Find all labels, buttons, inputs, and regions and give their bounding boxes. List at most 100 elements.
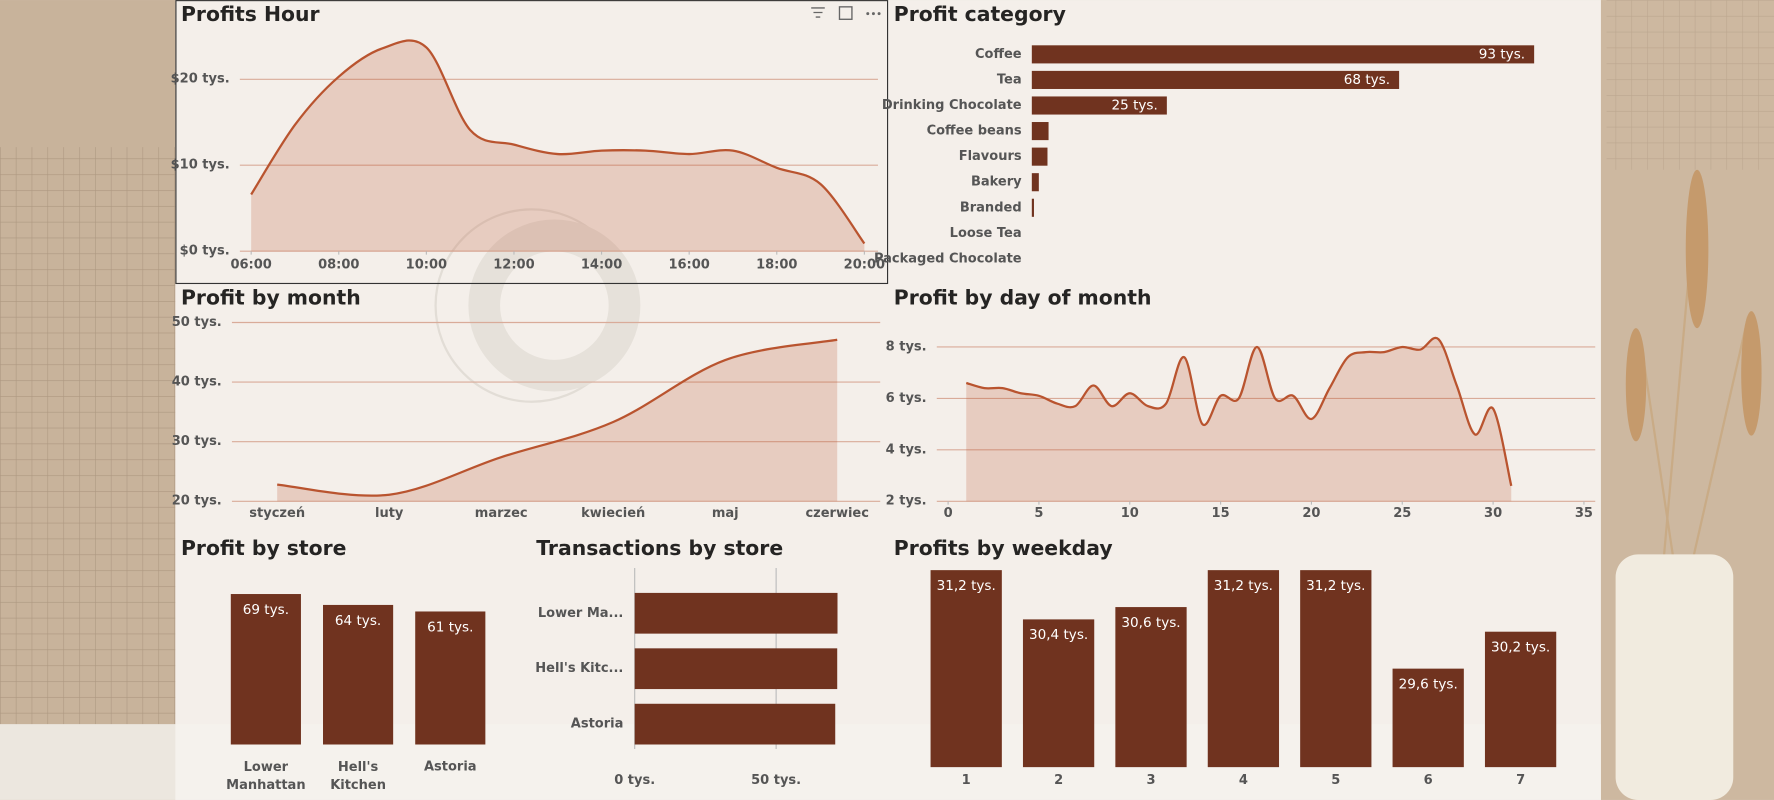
x-tick-label: 4 — [1239, 773, 1248, 788]
bar — [634, 648, 838, 690]
x-tick-label: 7 — [1516, 773, 1525, 788]
left-mesh — [0, 147, 176, 725]
x-tick-label: 5 — [1034, 506, 1043, 521]
category-label: Loose Tea — [950, 226, 1022, 241]
data-label: 31,2 tys. — [937, 578, 996, 594]
x-tick-label: 14:00 — [581, 257, 622, 272]
chart-title: Profit by store — [181, 536, 346, 560]
bar — [634, 592, 838, 634]
bar — [1115, 607, 1187, 768]
data-label: 93 tys. — [1479, 46, 1525, 62]
bar — [1031, 96, 1167, 115]
chart-title: Profit by month — [181, 286, 361, 310]
area-fill — [277, 339, 838, 502]
chart-title: Profits by weekday — [894, 536, 1113, 560]
bar — [415, 611, 486, 745]
x-tick-label: 25 — [1393, 506, 1411, 521]
category-label: Branded — [960, 200, 1022, 215]
selected-visual-border — [175, 0, 889, 285]
data-label: 69 tys. — [243, 602, 289, 618]
chart-title: Transactions by store — [536, 536, 783, 560]
data-label: 61 tys. — [427, 619, 473, 635]
data-label: 29,6 tys. — [1399, 676, 1458, 692]
data-label: 31,2 tys. — [1306, 578, 1365, 594]
bar — [230, 594, 301, 745]
x-tick-label: Lower Manhattan — [226, 760, 305, 793]
x-tick-label: luty — [375, 506, 404, 521]
x-tick-label: 50 tys. — [751, 773, 801, 788]
category-label: Flavours — [959, 149, 1022, 164]
x-tick-label: 10:00 — [406, 257, 447, 272]
category-label: Coffee — [975, 47, 1022, 62]
x-tick-label: 2 — [1054, 773, 1063, 788]
filter-icon[interactable] — [811, 7, 825, 18]
x-tick-label: 6 — [1424, 773, 1433, 788]
bar — [1022, 619, 1095, 768]
x-tick-label: marzec — [475, 506, 528, 521]
category-label: Bakery — [971, 175, 1022, 190]
bar — [1031, 122, 1049, 141]
y-tick-label: 6 tys. — [886, 391, 927, 406]
x-tick-label: 08:00 — [318, 257, 359, 272]
bar — [1031, 45, 1535, 64]
line — [277, 338, 838, 497]
data-label: 30,2 tys. — [1491, 640, 1550, 656]
category-label: Astoria — [571, 717, 624, 732]
y-tick-label: 20 tys. — [172, 494, 222, 509]
x-tick-label: 15 — [1212, 506, 1230, 521]
bg-decoration — [468, 219, 641, 392]
category-label: Tea — [997, 72, 1022, 87]
y-tick-label: $20 tys. — [171, 72, 230, 87]
area-fill — [966, 337, 1512, 502]
data-label: 25 tys. — [1112, 98, 1158, 114]
y-tick-label: 4 tys. — [886, 442, 927, 457]
x-tick-label: 3 — [1146, 773, 1155, 788]
data-label: 30,6 tys. — [1121, 615, 1180, 631]
more-icon[interactable] — [866, 12, 881, 16]
x-tick-label: 30 — [1484, 506, 1502, 521]
bar — [634, 703, 836, 745]
bar — [1207, 570, 1280, 768]
focus-icon[interactable] — [838, 6, 853, 20]
x-tick-label: 0 tys. — [614, 773, 655, 788]
line — [250, 39, 866, 245]
bar — [323, 604, 394, 745]
x-tick-label: styczeń — [249, 506, 305, 521]
x-tick-label: 5 — [1331, 773, 1340, 788]
x-tick-label: 06:00 — [230, 257, 271, 272]
visual-header-icons — [811, 6, 881, 20]
chart-title: Profits Hour — [181, 2, 320, 26]
bar — [1484, 631, 1557, 768]
y-tick-label: 2 tys. — [886, 494, 927, 509]
bar — [1031, 70, 1400, 89]
category-label: Hell's Kitc... — [535, 661, 623, 676]
category-label: Lower Ma... — [538, 606, 624, 621]
y-tick-label: 8 tys. — [886, 339, 927, 354]
x-tick-label: 20:00 — [844, 257, 885, 272]
y-tick-label: $10 tys. — [171, 158, 230, 173]
bar — [1031, 147, 1048, 166]
right-mesh — [1606, 0, 1774, 170]
y-tick-label: $0 tys. — [180, 244, 230, 259]
bar — [930, 570, 1002, 768]
y-tick-label: 50 tys. — [172, 315, 222, 330]
x-tick-label: 0 — [944, 506, 953, 521]
category-label: Packaged Chocolate — [874, 251, 1022, 266]
chart-title: Profit by day of month — [894, 286, 1152, 310]
x-tick-label: czerwiec — [805, 506, 869, 521]
chart-title: Profit category — [894, 2, 1066, 26]
x-tick-label: 18:00 — [756, 257, 797, 272]
line — [965, 336, 1513, 487]
data-label: 31,2 tys. — [1214, 578, 1273, 594]
data-label: 30,4 tys. — [1029, 627, 1088, 643]
x-tick-label: 12:00 — [493, 257, 534, 272]
category-label: Drinking Chocolate — [882, 98, 1022, 113]
area-fill — [251, 40, 865, 252]
x-tick-label: maj — [712, 506, 739, 521]
wheat-heads — [1625, 169, 1762, 442]
data-label: 68 tys. — [1344, 72, 1390, 88]
x-tick-label: 10 — [1121, 506, 1139, 521]
y-tick-label: 30 tys. — [172, 434, 222, 449]
x-tick-label: 1 — [962, 773, 971, 788]
